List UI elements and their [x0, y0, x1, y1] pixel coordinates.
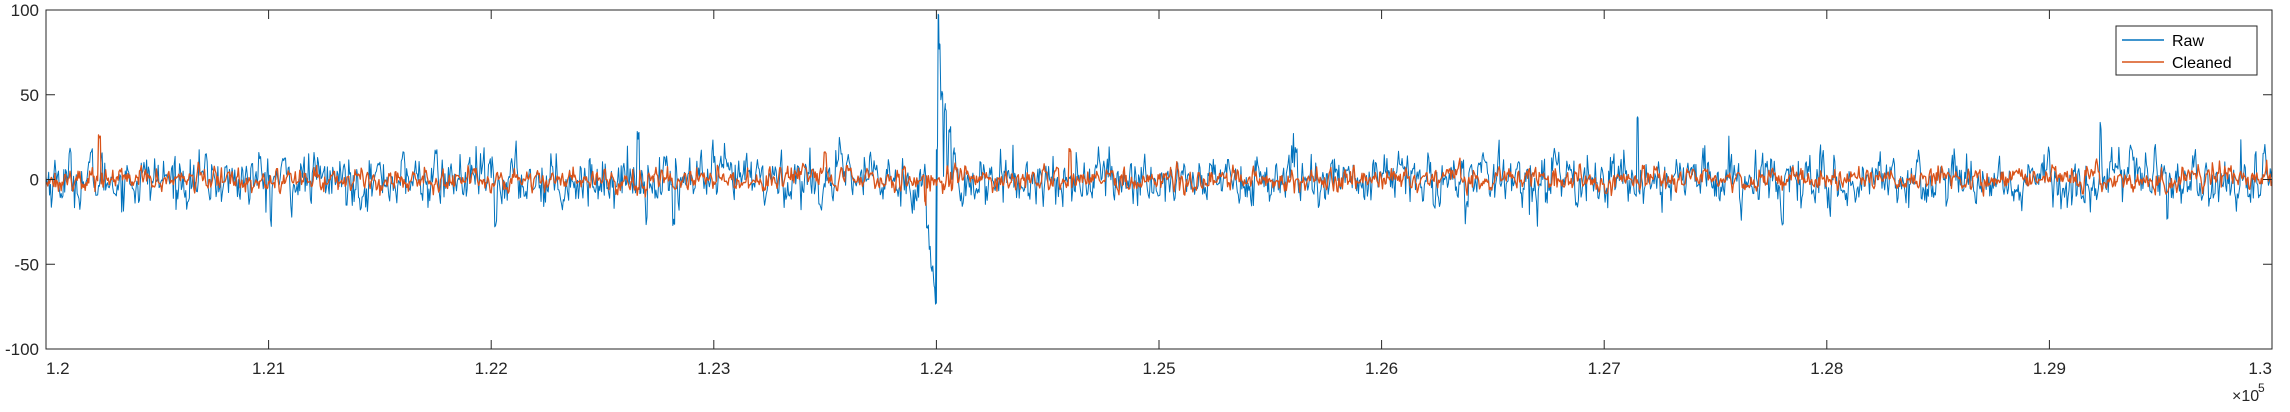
- series-line-raw: [45, 13, 2273, 305]
- x-tick-label: 1.29: [2033, 359, 2066, 378]
- x-tick-label: 1.24: [920, 359, 953, 378]
- x-tick-label: 1.23: [697, 359, 730, 378]
- y-tick-label: -50: [14, 255, 39, 274]
- x-exponent-power: 5: [2258, 381, 2265, 395]
- x-tick-label: 1.2: [46, 359, 70, 378]
- x-axis: 1.2 1.21 1.22 1.23 1.24 1.25 1.26 1.27 1.28 1.29 1…: [45, 10, 2273, 378]
- y-tick-label: 100: [11, 1, 39, 20]
- x-exponent-label: ×10 5: [2232, 381, 2265, 405]
- legend: Raw Cleaned: [2115, 25, 2258, 76]
- x-tick-label: 1.25: [1142, 359, 1175, 378]
- legend-label-raw: Raw: [2172, 33, 2204, 50]
- series-layer: [45, 13, 2273, 305]
- y-tick-label: -100: [5, 340, 39, 359]
- x-tick-label: 1.3: [2248, 359, 2272, 378]
- x-exponent-base: ×10: [2232, 388, 2259, 405]
- x-tick-label: 1.27: [1588, 359, 1621, 378]
- y-tick-label: 50: [20, 86, 39, 105]
- x-tick-label: 1.22: [475, 359, 508, 378]
- legend-box: [2115, 25, 2258, 76]
- x-tick-label: 1.21: [252, 359, 285, 378]
- y-axis: -100 -50 0 50 100: [5, 1, 2272, 359]
- y-tick-label: 0: [30, 171, 39, 190]
- series-line-cleaned: [45, 134, 2273, 207]
- x-tick-label: 1.28: [1810, 359, 1843, 378]
- legend-label-cleaned: Cleaned: [2172, 55, 2232, 72]
- x-tick-label: 1.26: [1365, 359, 1398, 378]
